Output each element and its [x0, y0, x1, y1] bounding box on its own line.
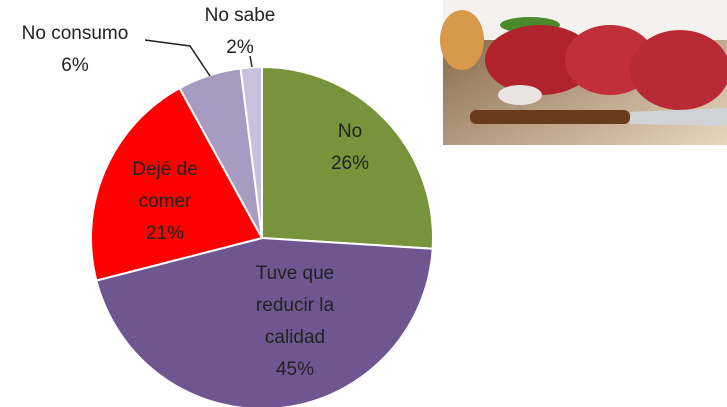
slice-label: No 26%	[295, 116, 405, 180]
category-label: No consumo	[21, 23, 129, 44]
pie-slice	[261, 65, 434, 250]
pie-slice	[90, 86, 264, 282]
category-label: Dejé de comer	[132, 159, 198, 212]
value-label: 26%	[330, 153, 370, 174]
category-label: No sabe	[204, 5, 276, 26]
category-label: Tuve que reducir la calidad	[255, 263, 335, 348]
leader-line	[249, 55, 253, 68]
value-label: 2%	[226, 37, 254, 58]
slice-label: No consumo 6%	[0, 18, 150, 82]
category-label: No	[337, 121, 363, 142]
leader-line	[144, 39, 211, 77]
value-label: 6%	[61, 55, 89, 76]
slice-label: No sabe 2%	[185, 0, 295, 64]
slice-label: Dejé de comer 21%	[115, 154, 215, 250]
pie-slice	[239, 65, 263, 239]
pie-slice	[95, 236, 434, 407]
photo	[440, 0, 727, 145]
value-label: 21%	[145, 223, 185, 244]
value-label: 45%	[275, 359, 315, 380]
slice-label: Tuve que reducir la calidad 45%	[235, 258, 355, 386]
